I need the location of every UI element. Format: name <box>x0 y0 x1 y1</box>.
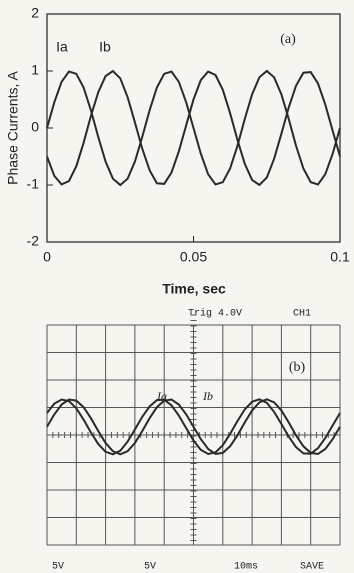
y-tick-label: 0 <box>31 119 39 135</box>
panel-label: (b) <box>289 360 306 375</box>
annotation: Trig 4.0V <box>188 308 242 320</box>
y-tick-label: -2 <box>27 233 40 249</box>
panel-label: (a) <box>280 32 296 47</box>
x-axis-label: Time, sec <box>162 281 226 297</box>
series-label: Ib <box>99 39 111 55</box>
y-tick-label: 2 <box>31 5 39 21</box>
x-tick-label: 0.1 <box>330 249 350 265</box>
x-tick-label: 0 <box>43 249 51 265</box>
series-label: Ia <box>56 39 68 55</box>
y-tick-label: 1 <box>31 62 39 78</box>
y-tick-label: -1 <box>27 176 40 192</box>
y-axis-label: Phase Currents, A <box>5 71 21 185</box>
x-tick-label: 0.05 <box>180 249 207 265</box>
series-label: Ib <box>202 389 213 403</box>
footer-label: 5V <box>144 562 156 573</box>
annotation: CH1 <box>293 309 311 320</box>
footer-label: SAVE <box>300 562 324 573</box>
footer-label: 10ms <box>234 562 258 573</box>
figure: Phase Currents, A Time, sec (a) (b) Trig… <box>0 0 354 573</box>
footer-label: 5V <box>52 562 64 573</box>
